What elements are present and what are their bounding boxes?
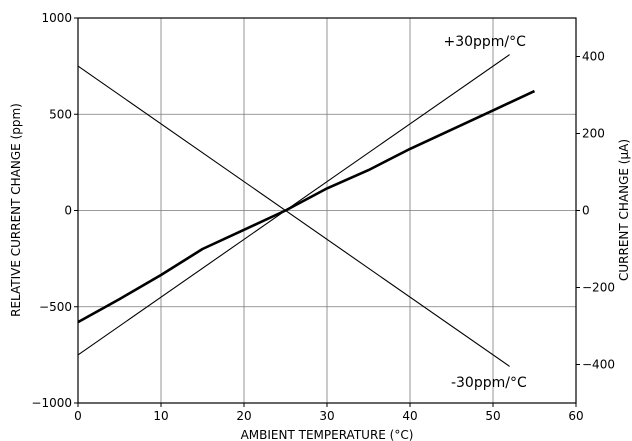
y-tick-label: −1000 (31, 396, 72, 410)
x-tick-label: 60 (568, 409, 583, 423)
x-tick-label: 50 (485, 409, 500, 423)
ticks: 0 10 20 30 40 50 60 −1000 −500 0 500 1000 −400 −200 0 2… (31, 11, 615, 423)
y-tick-label: 1000 (41, 11, 72, 25)
x-tick-label: 0 (74, 409, 82, 423)
x-tick-label: 20 (236, 409, 251, 423)
x-tick-label: 40 (402, 409, 417, 423)
series-line-30ppm-c (77, 65, 510, 367)
x-tick-label: 30 (319, 409, 334, 423)
y-tick-label: −500 (39, 300, 72, 314)
series-line-30ppm-c (77, 54, 510, 356)
grid (78, 18, 576, 403)
y2-tick-label: −400 (582, 358, 615, 372)
y2-tick-label: 0 (582, 204, 590, 218)
y-axis-title: RELATIVE CURRENT CHANGE (ppm) (9, 103, 23, 317)
y-tick-label: 0 (64, 204, 72, 218)
annotation-label: +30ppm/°C (443, 34, 526, 50)
y2-tick-label: 400 (582, 50, 605, 64)
y2-axis-title: CURRENT CHANGE (µA) (617, 139, 631, 281)
y-tick-label: 500 (49, 107, 72, 121)
x-axis-title: AMBIENT TEMPERATURE (°C) (241, 428, 414, 441)
annotations: +30ppm/°C -30ppm/°C (443, 34, 526, 391)
y2-tick-label: −200 (582, 281, 615, 295)
y2-tick-label: 200 (582, 127, 605, 141)
series-line-current-change (77, 89, 536, 324)
annotation-label: -30ppm/°C (451, 375, 527, 391)
series (77, 54, 536, 367)
x-tick-label: 10 (153, 409, 168, 423)
